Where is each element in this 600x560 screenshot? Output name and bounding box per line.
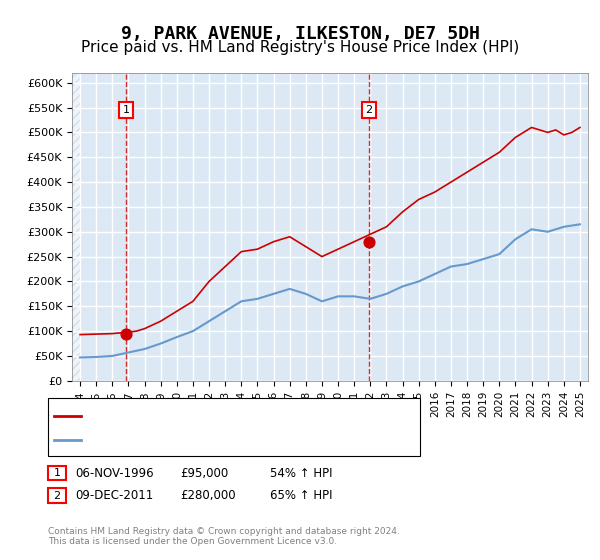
Point	[121, 329, 131, 338]
9, PARK AVENUE, ILKESTON, DE7 5DH (detached house)	[431, 189, 439, 195]
9, PARK AVENUE, ILKESTON, DE7 5DH (detached house)	[415, 196, 422, 203]
HPI: Average price, detached house, Erewash: (2.02e+03, 3e+05): Average price, detached house, Erewash: …	[544, 228, 551, 235]
9, PARK AVENUE, ILKESTON, DE7 5DH (detached house)	[528, 124, 535, 131]
HPI: Average price, detached house, Erewash: (1.99e+03, 4.7e+04): Average price, detached house, Erewash: …	[76, 354, 83, 361]
9, PARK AVENUE, ILKESTON, DE7 5DH (detached house)	[157, 318, 164, 325]
HPI: Average price, detached house, Erewash: (2.01e+03, 1.85e+05): Average price, detached house, Erewash: …	[286, 286, 293, 292]
9, PARK AVENUE, ILKESTON, DE7 5DH (detached house)	[205, 278, 212, 285]
9, PARK AVENUE, ILKESTON, DE7 5DH (detached house)	[463, 169, 470, 175]
9, PARK AVENUE, ILKESTON, DE7 5DH (detached house)	[479, 159, 487, 166]
HPI: Average price, detached house, Erewash: (2e+03, 1.6e+05): Average price, detached house, Erewash: …	[238, 298, 245, 305]
HPI: Average price, detached house, Erewash: (2e+03, 6.4e+04): Average price, detached house, Erewash: …	[141, 346, 148, 352]
Text: Price paid vs. HM Land Registry's House Price Index (HPI): Price paid vs. HM Land Registry's House …	[81, 40, 519, 55]
HPI: Average price, detached house, Erewash: (2.01e+03, 1.75e+05): Average price, detached house, Erewash: …	[383, 291, 390, 297]
HPI: Average price, detached house, Erewash: (2e+03, 5.7e+04): Average price, detached house, Erewash: …	[125, 349, 132, 356]
HPI: Average price, detached house, Erewash: (2.01e+03, 1.6e+05): Average price, detached house, Erewash: …	[319, 298, 326, 305]
9, PARK AVENUE, ILKESTON, DE7 5DH (detached house)	[334, 246, 341, 253]
9, PARK AVENUE, ILKESTON, DE7 5DH (detached house)	[221, 263, 229, 270]
9, PARK AVENUE, ILKESTON, DE7 5DH (detached house)	[92, 331, 100, 338]
HPI: Average price, detached house, Erewash: (2.01e+03, 1.65e+05): Average price, detached house, Erewash: …	[367, 296, 374, 302]
Text: 54% ↑ HPI: 54% ↑ HPI	[270, 466, 332, 480]
Line: 9, PARK AVENUE, ILKESTON, DE7 5DH (detached house): 9, PARK AVENUE, ILKESTON, DE7 5DH (detac…	[80, 128, 580, 334]
HPI: Average price, detached house, Erewash: (2.02e+03, 2e+05): Average price, detached house, Erewash: …	[415, 278, 422, 285]
HPI: Average price, detached house, Erewash: (2.02e+03, 3.05e+05): Average price, detached house, Erewash: …	[528, 226, 535, 232]
9, PARK AVENUE, ILKESTON, DE7 5DH (detached house)	[367, 231, 374, 237]
9, PARK AVENUE, ILKESTON, DE7 5DH (detached house)	[270, 239, 277, 245]
Text: HPI: Average price, detached house, Erewash: HPI: Average price, detached house, Erew…	[87, 435, 324, 445]
9, PARK AVENUE, ILKESTON, DE7 5DH (detached house)	[552, 127, 559, 133]
Text: £280,000: £280,000	[180, 489, 236, 502]
9, PARK AVENUE, ILKESTON, DE7 5DH (detached house)	[512, 134, 519, 141]
9, PARK AVENUE, ILKESTON, DE7 5DH (detached house)	[350, 239, 358, 245]
9, PARK AVENUE, ILKESTON, DE7 5DH (detached house)	[302, 243, 310, 250]
Text: 2: 2	[365, 105, 373, 115]
HPI: Average price, detached house, Erewash: (2.01e+03, 1.75e+05): Average price, detached house, Erewash: …	[270, 291, 277, 297]
9, PARK AVENUE, ILKESTON, DE7 5DH (detached house)	[399, 208, 406, 215]
Text: 1: 1	[53, 468, 61, 478]
9, PARK AVENUE, ILKESTON, DE7 5DH (detached house)	[448, 179, 455, 185]
9, PARK AVENUE, ILKESTON, DE7 5DH (detached house)	[568, 129, 575, 136]
HPI: Average price, detached house, Erewash: (2.02e+03, 2.85e+05): Average price, detached house, Erewash: …	[512, 236, 519, 242]
9, PARK AVENUE, ILKESTON, DE7 5DH (detached house)	[190, 298, 197, 305]
9, PARK AVENUE, ILKESTON, DE7 5DH (detached house)	[76, 331, 83, 338]
HPI: Average price, detached house, Erewash: (2.02e+03, 2.35e+05): Average price, detached house, Erewash: …	[463, 261, 470, 268]
9, PARK AVENUE, ILKESTON, DE7 5DH (detached house)	[560, 132, 568, 138]
HPI: Average price, detached house, Erewash: (2.02e+03, 2.3e+05): Average price, detached house, Erewash: …	[448, 263, 455, 270]
9, PARK AVENUE, ILKESTON, DE7 5DH (detached house)	[544, 129, 551, 136]
Text: 65% ↑ HPI: 65% ↑ HPI	[270, 489, 332, 502]
HPI: Average price, detached house, Erewash: (2.02e+03, 2.45e+05): Average price, detached house, Erewash: …	[479, 256, 487, 263]
9, PARK AVENUE, ILKESTON, DE7 5DH (detached house)	[133, 328, 140, 334]
Text: 2: 2	[53, 491, 61, 501]
HPI: Average price, detached house, Erewash: (2.01e+03, 1.75e+05): Average price, detached house, Erewash: …	[302, 291, 310, 297]
Text: 06-NOV-1996: 06-NOV-1996	[75, 466, 154, 480]
HPI: Average price, detached house, Erewash: (2e+03, 8.8e+04): Average price, detached house, Erewash: …	[173, 334, 181, 340]
9, PARK AVENUE, ILKESTON, DE7 5DH (detached house)	[141, 325, 148, 332]
Text: 09-DEC-2011: 09-DEC-2011	[75, 489, 153, 502]
HPI: Average price, detached house, Erewash: (2e+03, 7.5e+04): Average price, detached house, Erewash: …	[157, 340, 164, 347]
HPI: Average price, detached house, Erewash: (2e+03, 1.2e+05): Average price, detached house, Erewash: …	[205, 318, 212, 325]
Text: 9, PARK AVENUE, ILKESTON, DE7 5DH (detached house): 9, PARK AVENUE, ILKESTON, DE7 5DH (detac…	[87, 411, 378, 421]
HPI: Average price, detached house, Erewash: (2.02e+03, 3.15e+05): Average price, detached house, Erewash: …	[577, 221, 584, 228]
Text: 1: 1	[122, 105, 130, 115]
HPI: Average price, detached house, Erewash: (2e+03, 5e+04): Average price, detached house, Erewash: …	[109, 353, 116, 360]
9, PARK AVENUE, ILKESTON, DE7 5DH (detached house)	[319, 253, 326, 260]
HPI: Average price, detached house, Erewash: (2.01e+03, 1.9e+05): Average price, detached house, Erewash: …	[399, 283, 406, 290]
Text: £95,000: £95,000	[180, 466, 228, 480]
Text: Contains HM Land Registry data © Crown copyright and database right 2024.
This d: Contains HM Land Registry data © Crown c…	[48, 526, 400, 546]
Text: 9, PARK AVENUE, ILKESTON, DE7 5DH: 9, PARK AVENUE, ILKESTON, DE7 5DH	[121, 25, 479, 43]
Line: HPI: Average price, detached house, Erewash: HPI: Average price, detached house, Erew…	[80, 225, 580, 357]
HPI: Average price, detached house, Erewash: (2e+03, 1e+05): Average price, detached house, Erewash: …	[190, 328, 197, 334]
9, PARK AVENUE, ILKESTON, DE7 5DH (detached house)	[577, 124, 584, 131]
9, PARK AVENUE, ILKESTON, DE7 5DH (detached house)	[383, 223, 390, 230]
HPI: Average price, detached house, Erewash: (2.02e+03, 2.55e+05): Average price, detached house, Erewash: …	[496, 251, 503, 258]
9, PARK AVENUE, ILKESTON, DE7 5DH (detached house)	[496, 149, 503, 156]
HPI: Average price, detached house, Erewash: (2.01e+03, 1.7e+05): Average price, detached house, Erewash: …	[334, 293, 341, 300]
9, PARK AVENUE, ILKESTON, DE7 5DH (detached house)	[173, 308, 181, 315]
9, PARK AVENUE, ILKESTON, DE7 5DH (detached house)	[125, 329, 132, 335]
HPI: Average price, detached house, Erewash: (2.02e+03, 2.15e+05): Average price, detached house, Erewash: …	[431, 270, 439, 277]
9, PARK AVENUE, ILKESTON, DE7 5DH (detached house)	[238, 248, 245, 255]
HPI: Average price, detached house, Erewash: (2.01e+03, 1.7e+05): Average price, detached house, Erewash: …	[350, 293, 358, 300]
HPI: Average price, detached house, Erewash: (2e+03, 4.8e+04): Average price, detached house, Erewash: …	[92, 353, 100, 360]
9, PARK AVENUE, ILKESTON, DE7 5DH (detached house)	[254, 246, 261, 253]
HPI: Average price, detached house, Erewash: (2.02e+03, 3.1e+05): Average price, detached house, Erewash: …	[560, 223, 568, 230]
HPI: Average price, detached house, Erewash: (2e+03, 1.65e+05): Average price, detached house, Erewash: …	[254, 296, 261, 302]
HPI: Average price, detached house, Erewash: (2e+03, 1.4e+05): Average price, detached house, Erewash: …	[221, 308, 229, 315]
9, PARK AVENUE, ILKESTON, DE7 5DH (detached house)	[109, 330, 116, 337]
Point	[364, 237, 374, 246]
9, PARK AVENUE, ILKESTON, DE7 5DH (detached house)	[286, 234, 293, 240]
